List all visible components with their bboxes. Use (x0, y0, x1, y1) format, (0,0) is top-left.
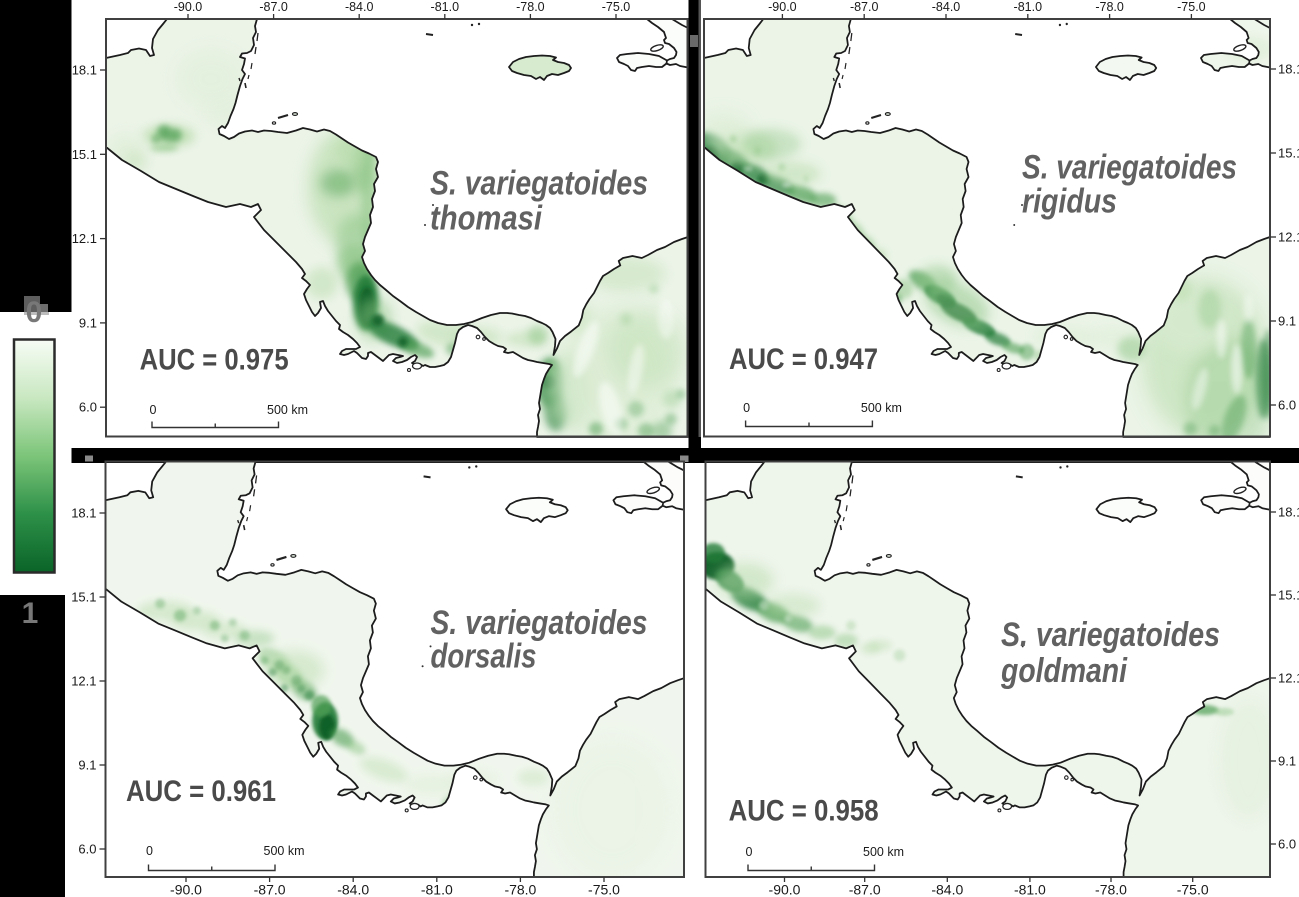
svg-text:6.0: 6.0 (1278, 398, 1296, 413)
svg-text:12.1: 12.1 (1278, 230, 1299, 245)
svg-text:-90.0: -90.0 (768, 0, 797, 14)
svg-text:-78.0: -78.0 (1095, 882, 1127, 897)
svg-text:-87.0: -87.0 (254, 882, 286, 897)
svg-text:S. variegatoides: S. variegatoides (1001, 616, 1220, 654)
svg-text:15.1: 15.1 (71, 590, 96, 605)
svg-text:500 km: 500 km (267, 403, 308, 417)
svg-text:S. variegatoides: S. variegatoides (430, 164, 648, 202)
svg-text:AUC = 0.961: AUC = 0.961 (126, 775, 276, 808)
svg-text:-81.0: -81.0 (1014, 882, 1046, 897)
svg-text:-75.0: -75.0 (1177, 882, 1209, 897)
svg-text:1: 1 (22, 597, 39, 630)
svg-text:0: 0 (743, 401, 750, 415)
svg-text:-84.0: -84.0 (931, 882, 963, 897)
svg-text:-81.0: -81.0 (431, 0, 460, 14)
svg-text:-78.0: -78.0 (516, 0, 545, 14)
svg-text:18.1: 18.1 (71, 506, 96, 521)
svg-text:500 km: 500 km (863, 845, 904, 859)
svg-text:-75.0: -75.0 (602, 0, 631, 14)
svg-text:12.1: 12.1 (1278, 671, 1299, 686)
svg-text:-90.0: -90.0 (769, 882, 801, 897)
svg-text:rigidus: rigidus (1022, 182, 1117, 220)
svg-text:6.0: 6.0 (79, 400, 97, 415)
svg-text:-87.0: -87.0 (259, 0, 288, 14)
svg-text:0: 0 (146, 844, 153, 858)
svg-text:0: 0 (746, 845, 753, 859)
svg-text:15.1: 15.1 (72, 147, 97, 162)
svg-text:goldmani: goldmani (1000, 652, 1128, 690)
svg-text:500 km: 500 km (861, 401, 902, 415)
svg-text:18.1: 18.1 (72, 63, 97, 78)
svg-text:-78.0: -78.0 (1095, 0, 1124, 14)
svg-text:9.1: 9.1 (79, 315, 97, 330)
svg-text:18.1: 18.1 (1278, 62, 1299, 77)
svg-text:-90.0: -90.0 (170, 882, 202, 897)
svg-text:18.1: 18.1 (1278, 505, 1299, 520)
svg-text:0: 0 (26, 296, 43, 329)
svg-text:15.1: 15.1 (1278, 146, 1299, 161)
svg-text:9.1: 9.1 (1278, 754, 1296, 769)
svg-text:-81.0: -81.0 (1014, 0, 1043, 14)
svg-text:-75.0: -75.0 (588, 882, 620, 897)
svg-text:-78.0: -78.0 (504, 882, 536, 897)
svg-text:-84.0: -84.0 (337, 882, 369, 897)
svg-text:6.0: 6.0 (1278, 837, 1296, 852)
svg-text:-90.0: -90.0 (174, 0, 203, 14)
svg-text:9.1: 9.1 (78, 758, 96, 773)
svg-text:12.1: 12.1 (71, 674, 96, 689)
svg-text:0: 0 (150, 403, 157, 417)
svg-text:6.0: 6.0 (78, 842, 96, 857)
svg-text:-84.0: -84.0 (345, 0, 374, 14)
svg-text:-87.0: -87.0 (850, 0, 879, 14)
svg-text:-84.0: -84.0 (932, 0, 961, 14)
svg-text:AUC = 0.958: AUC = 0.958 (729, 795, 879, 828)
svg-text:-81.0: -81.0 (421, 882, 453, 897)
svg-text:-75.0: -75.0 (1177, 0, 1206, 14)
svg-text:-87.0: -87.0 (849, 882, 881, 897)
svg-text:500 km: 500 km (264, 844, 305, 858)
svg-text:15.1: 15.1 (1278, 588, 1299, 603)
svg-text:AUC = 0.975: AUC = 0.975 (140, 344, 289, 377)
svg-text:12.1: 12.1 (72, 231, 97, 246)
svg-text:AUC = 0.947: AUC = 0.947 (729, 343, 878, 376)
svg-text:S. variegatoides: S. variegatoides (431, 604, 648, 642)
svg-text:dorsalis: dorsalis (431, 638, 537, 676)
svg-text:9.1: 9.1 (1278, 314, 1296, 329)
svg-text:thomasi: thomasi (430, 200, 543, 238)
svg-text:S. variegatoides: S. variegatoides (1022, 149, 1237, 187)
